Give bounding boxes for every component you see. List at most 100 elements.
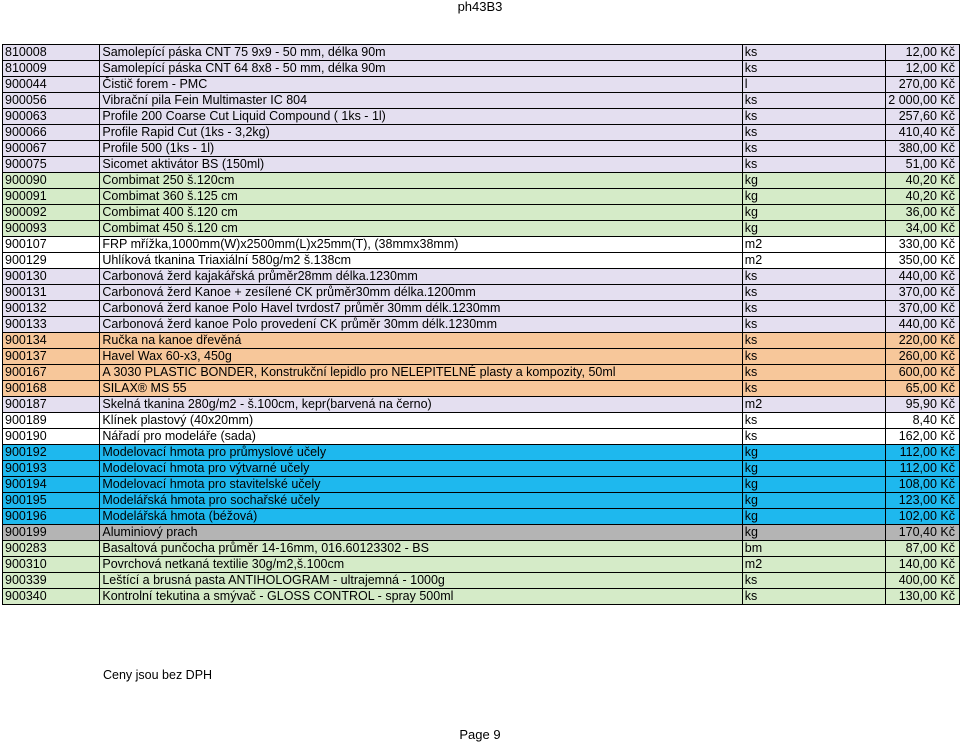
product-code-cell: 900190: [1, 428, 101, 445]
unit-cell: bm: [741, 540, 887, 557]
product-code-cell: 900092: [1, 204, 101, 221]
price-table: 810008 Samolepící páska CNT 75 9x9 - 50 m…: [1, 44, 960, 605]
table-row: 900067 Profile 500 (1ks - 1l) ks 380,00 Kč: [1, 140, 960, 157]
product-code-cell: 900167: [1, 364, 101, 381]
product-code-cell: 900107: [1, 236, 101, 253]
price-cell: 12,00 Kč: [885, 44, 960, 61]
table-row: 900044 Čistič forem - PMC l 270,00 Kč: [1, 76, 960, 93]
price-cell: 12,00 Kč: [885, 60, 960, 77]
price-cell: 112,00 Kč: [885, 460, 960, 477]
price-cell: 410,40 Kč: [885, 124, 960, 141]
price-cell: 140,00 Kč: [885, 556, 960, 573]
product-code-cell: 900063: [1, 108, 101, 125]
unit-cell: m2: [741, 236, 887, 253]
table-row: 900133 Carbonová žerd kanoe Polo proveden…: [1, 316, 960, 333]
product-name-cell: FRP mřížka,1000mm(W)x2500mm(L)x25mm(T), …: [99, 236, 743, 253]
product-code-cell: 900044: [1, 76, 101, 93]
product-code-cell: 900056: [1, 92, 101, 109]
price-cell: 440,00 Kč: [885, 316, 960, 333]
price-cell: 170,40 Kč: [885, 524, 960, 541]
product-code-cell: 900133: [1, 316, 101, 333]
price-table-body: 810008 Samolepící páska CNT 75 9x9 - 50 m…: [1, 44, 960, 605]
table-row: 900091 Combimat 360 š.125 cm kg 40,20 Kč: [1, 188, 960, 205]
table-row: 810009 Samolepící páska CNT 64 8x8 - 50 m…: [1, 60, 960, 77]
product-name-cell: SILAX® MS 55: [99, 380, 743, 397]
unit-cell: ks: [741, 364, 887, 381]
product-code-cell: 900091: [1, 188, 101, 205]
unit-cell: ks: [741, 60, 887, 77]
product-name-cell: Samolepící páska CNT 64 8x8 - 50 mm, dél…: [99, 60, 743, 77]
product-code-cell: 900310: [1, 556, 101, 573]
product-code-cell: 900196: [1, 508, 101, 525]
table-row: 900092 Combimat 400 š.120 cm kg 36,00 Kč: [1, 204, 960, 221]
unit-cell: ks: [741, 284, 887, 301]
product-code-cell: 810008: [1, 44, 101, 61]
price-cell: 95,90 Kč: [885, 396, 960, 413]
product-code-cell: 900137: [1, 348, 101, 365]
table-row: 900168 SILAX® MS 55 ks 65,00 Kč: [1, 380, 960, 397]
product-name-cell: Ručka na kanoe dřevěná: [99, 332, 743, 349]
product-name-cell: Combimat 400 š.120 cm: [99, 204, 743, 221]
table-row: 900187 Skelná tkanina 280g/m2 - š.100cm, …: [1, 396, 960, 413]
product-name-cell: Profile 500 (1ks - 1l): [99, 140, 743, 157]
unit-cell: ks: [741, 380, 887, 397]
table-row: 900093 Combimat 450 š.120 cm kg 34,00 Kč: [1, 220, 960, 237]
table-row: 900190 Nářadí pro modeláře (sada) ks 162,00…: [1, 428, 960, 445]
product-code-cell: 900187: [1, 396, 101, 413]
product-name-cell: Carbonová žerd kajakářská průměr28mm dél…: [99, 268, 743, 285]
product-name-cell: Uhlíková tkanina Triaxiální 580g/m2 š.13…: [99, 252, 743, 269]
product-code-cell: 900131: [1, 284, 101, 301]
unit-cell: m2: [741, 396, 887, 413]
price-cell: 370,00 Kč: [885, 300, 960, 317]
unit-cell: ks: [741, 44, 887, 61]
product-name-cell: A 3030 PLASTIC BONDER, Konstrukční lepid…: [99, 364, 743, 381]
table-row: 900090 Combimat 250 š.120cm kg 40,20 Kč: [1, 172, 960, 189]
table-row: 900132 Carbonová žerd kanoe Polo Havel tv…: [1, 300, 960, 317]
table-row: 900066 Profile Rapid Cut (1ks - 3,2kg) ks 4…: [1, 124, 960, 141]
price-cell: 108,00 Kč: [885, 476, 960, 493]
price-cell: 370,00 Kč: [885, 284, 960, 301]
product-code-cell: 900192: [1, 444, 101, 461]
unit-cell: kg: [741, 524, 887, 541]
table-row: 900199 Aluminiový prach kg 170,40 Kč: [1, 524, 960, 541]
table-row: 900194 Modelovací hmota pro stavitelské u…: [1, 476, 960, 493]
product-code-cell: 900189: [1, 412, 101, 429]
product-name-cell: Kontrolní tekutina a smývač - GLOSS CONT…: [99, 588, 743, 605]
product-code-cell: 810009: [1, 60, 101, 77]
price-cell: 51,00 Kč: [885, 156, 960, 173]
product-code-cell: 900090: [1, 172, 101, 189]
table-row: 900193 Modelovací hmota pro výtvarné učel…: [1, 460, 960, 477]
table-row: 900130 Carbonová žerd kajakářská průměr28…: [1, 268, 960, 285]
product-name-cell: Modelářská hmota pro sochařské učely: [99, 492, 743, 509]
product-code-cell: 900283: [1, 540, 101, 557]
price-cell: 330,00 Kč: [885, 236, 960, 253]
product-name-cell: Čistič forem - PMC: [99, 76, 743, 93]
price-cell: 380,00 Kč: [885, 140, 960, 157]
product-name-cell: Carbonová žerd kanoe Polo Havel tvrdost7…: [99, 300, 743, 317]
price-cell: 260,00 Kč: [885, 348, 960, 365]
table-row: 900131 Carbonová žerd Kanoe + zesílené CK…: [1, 284, 960, 301]
table-row: 900134 Ručka na kanoe dřevěná ks 220,00 Kč: [1, 332, 960, 349]
unit-cell: m2: [741, 556, 887, 573]
unit-cell: ks: [741, 108, 887, 125]
unit-cell: l: [741, 76, 887, 93]
product-name-cell: Sicomet aktivátor BS (150ml): [99, 156, 743, 173]
product-name-cell: Modelovací hmota pro průmyslové učely: [99, 444, 743, 461]
price-cell: 65,00 Kč: [885, 380, 960, 397]
price-cell: 130,00 Kč: [885, 588, 960, 605]
product-name-cell: Nářadí pro modeláře (sada): [99, 428, 743, 445]
product-name-cell: Havel Wax 60-x3, 450g: [99, 348, 743, 365]
table-row: 900167 A 3030 PLASTIC BONDER, Konstrukční…: [1, 364, 960, 381]
unit-cell: ks: [741, 572, 887, 589]
unit-cell: ks: [741, 332, 887, 349]
price-cell: 220,00 Kč: [885, 332, 960, 349]
unit-cell: ks: [741, 348, 887, 365]
price-cell: 600,00 Kč: [885, 364, 960, 381]
price-cell: 102,00 Kč: [885, 508, 960, 525]
product-code-cell: 900194: [1, 476, 101, 493]
table-row: 810008 Samolepící páska CNT 75 9x9 - 50 m…: [1, 44, 960, 61]
price-cell: 87,00 Kč: [885, 540, 960, 557]
product-code-cell: 900130: [1, 268, 101, 285]
price-note: Ceny jsou bez DPH: [103, 668, 213, 682]
table-row: 900195 Modelářská hmota pro sochařské uče…: [1, 492, 960, 509]
